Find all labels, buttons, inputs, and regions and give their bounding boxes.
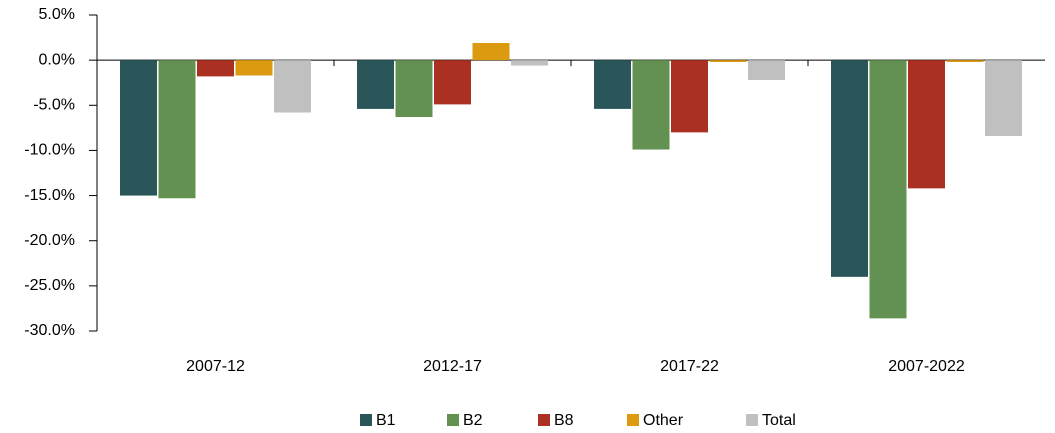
y-tick-label: 0.0% <box>39 51 75 68</box>
bar <box>357 60 394 109</box>
bar <box>274 60 311 113</box>
x-tick-label: 2007-12 <box>186 358 245 375</box>
legend-swatch <box>627 414 639 426</box>
bar <box>235 60 273 76</box>
bar <box>158 60 196 199</box>
bar <box>709 60 747 62</box>
bar <box>594 60 631 109</box>
y-tick-label: -20.0% <box>24 232 75 249</box>
bar <box>671 60 708 133</box>
bar <box>946 60 984 62</box>
legend-swatch <box>360 414 372 426</box>
legend-swatch <box>746 414 758 426</box>
bar <box>472 42 510 61</box>
bar <box>831 60 868 277</box>
bar <box>748 60 785 81</box>
legend-label: B1 <box>376 412 396 429</box>
bar <box>434 60 471 105</box>
bar <box>985 60 1022 136</box>
y-tick-label: -15.0% <box>24 187 75 204</box>
x-tick-label: 2012-17 <box>423 358 482 375</box>
legend-swatch <box>447 414 459 426</box>
y-tick-label: 5.0% <box>39 6 75 23</box>
bar <box>869 60 907 319</box>
y-tick-label: -10.0% <box>24 142 75 159</box>
bar <box>511 60 548 66</box>
legend-swatch <box>538 414 550 426</box>
bar <box>632 60 670 150</box>
y-tick-label: -30.0% <box>24 322 75 339</box>
y-tick-label: -5.0% <box>33 97 75 114</box>
bar <box>908 60 945 189</box>
bar <box>120 60 157 196</box>
x-tick-label: 2017-22 <box>660 358 719 375</box>
y-tick-label: -25.0% <box>24 277 75 294</box>
legend-label: Other <box>643 412 684 429</box>
bar <box>197 60 234 77</box>
legend-label: Total <box>762 412 796 429</box>
x-tick-label: 2007-2022 <box>888 358 965 375</box>
bar <box>395 60 433 118</box>
legend-label: B8 <box>554 412 574 429</box>
legend-label: B2 <box>463 412 483 429</box>
